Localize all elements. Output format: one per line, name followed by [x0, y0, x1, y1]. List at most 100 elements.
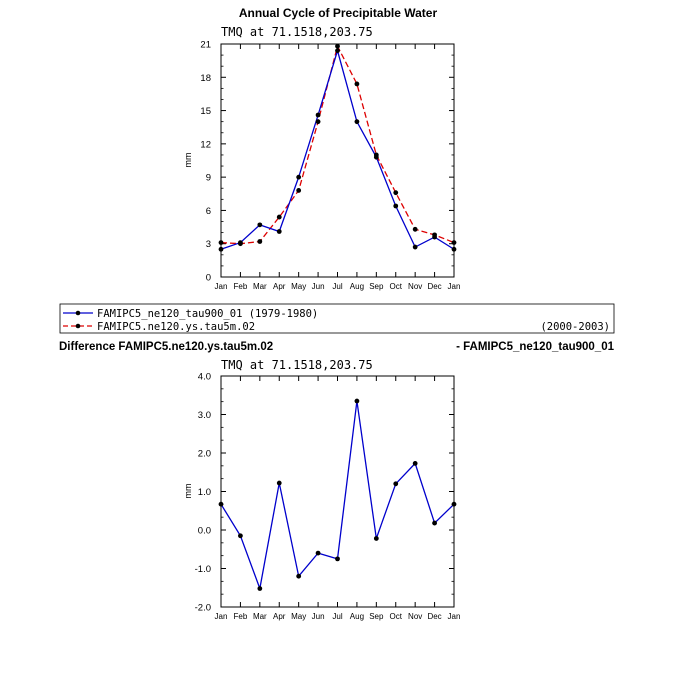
diff-xtick-label: Dec — [427, 612, 441, 621]
top-ytick-label: 3 — [206, 239, 211, 250]
top-xtick-label: Apr — [273, 282, 286, 291]
top-series-1-point — [354, 119, 360, 125]
diff-xtick-label: Mar — [253, 612, 267, 621]
diff-xtick-label: Jan — [448, 612, 461, 621]
difference-chart-plot-frame — [220, 375, 455, 608]
top-series-1-point — [432, 234, 437, 240]
diff-xtick-label: Jun — [312, 612, 325, 621]
diff-series-1-point — [373, 536, 379, 541]
diff-ytick-label: 3.0 — [198, 410, 211, 421]
diff-series-1-point — [296, 573, 302, 579]
top-xtick-label: Oct — [390, 282, 403, 291]
diff-series-1-point — [218, 501, 224, 507]
top-series-1-point — [257, 222, 263, 228]
diff-ytick-label: -2.0 — [195, 603, 211, 614]
top-series-1-point — [335, 48, 340, 54]
top-xtick-label: Aug — [350, 282, 364, 291]
legend-box — [59, 303, 615, 334]
diff-ytick-label: 1.0 — [198, 487, 211, 498]
top-xtick-label: Jul — [332, 282, 342, 291]
top-xtick-label: Sep — [369, 282, 384, 291]
diff-xtick-label: Sep — [369, 612, 384, 621]
top-xtick-label: Jan — [448, 282, 461, 291]
legend-label-2: FAMIPC5.ne120.ys.tau5m.02 — [97, 321, 255, 333]
top-xtick-label: Nov — [408, 282, 422, 291]
diff-xtick-label: May — [291, 612, 306, 621]
diff-series-1-point — [393, 481, 399, 487]
top-ytick-label: 15 — [200, 106, 211, 117]
diff-series-1-point — [335, 556, 340, 562]
top-xtick-label: Jun — [312, 282, 325, 291]
legend-entry-1: FAMIPC5_ne120_tau900_01 (1979-1980) — [63, 308, 318, 320]
diff-ytick-label: 2.0 — [198, 449, 211, 460]
top-ytick-label: 9 — [206, 173, 211, 184]
top-series-2-point — [354, 81, 360, 87]
top-series-line-2 — [220, 44, 455, 245]
legend-entry-2: FAMIPC5.ne120.ys.tau5m.02 (2000-2003) — [63, 321, 610, 333]
diff-xtick-label: Jul — [332, 612, 342, 621]
diff-xtick-label: Jan — [215, 612, 228, 621]
diff-xtick-label: Oct — [390, 612, 403, 621]
top-series-2-point — [276, 214, 282, 220]
legend-years-2: (2000-2003) — [540, 321, 610, 333]
diff-series-1-point — [354, 398, 360, 404]
diff-series-1-point — [257, 586, 263, 591]
top-series-1-point — [276, 229, 282, 234]
top-ytick-label: 0 — [206, 273, 211, 284]
top-series-2-point — [335, 43, 340, 49]
difference-title-left: Difference FAMIPC5.ne120.ys.tau5m.02 — [59, 341, 273, 353]
top-series-1-point — [296, 174, 302, 180]
top-series-1-point — [218, 246, 224, 252]
diff-xtick-label: Apr — [273, 612, 286, 621]
difference-chart: TMQ at 71.1518,203.75 mm Jan Feb Mar Apr May… — [183, 358, 460, 621]
top-series-1-point — [393, 203, 399, 209]
top-series-1-point — [373, 154, 379, 160]
top-series-2-point — [393, 190, 399, 196]
top-ytick-label: 21 — [200, 40, 211, 51]
top-series-2-point — [257, 239, 263, 244]
top-xtick-label: Dec — [427, 282, 441, 291]
top-series-1-point — [238, 240, 243, 246]
legend-label-1: FAMIPC5_ne120_tau900_01 (1979-1980) — [97, 308, 318, 320]
top-series-1-point — [315, 112, 321, 118]
top-series-2-point — [412, 226, 418, 232]
diff-series-1-point — [276, 480, 282, 486]
diff-ytick-label: 0.0 — [198, 526, 211, 537]
top-xtick-label: May — [291, 282, 306, 291]
diff-xtick-label: Aug — [350, 612, 364, 621]
top-series-1-point — [412, 244, 418, 250]
top-chart-plot-frame — [220, 43, 455, 278]
diff-ytick-label: 4.0 — [198, 372, 211, 383]
top-ytick-label: 18 — [200, 73, 211, 84]
page-title: Annual Cycle of Precipitable Water — [239, 6, 438, 20]
difference-chart-subtitle: TMQ at 71.1518,203.75 — [221, 358, 373, 372]
top-chart-subtitle: TMQ at 71.1518,203.75 — [221, 25, 373, 39]
legend-marker-2 — [75, 323, 81, 329]
legend: FAMIPC5_ne120_tau900_01 (1979-1980) FAMI… — [59, 303, 615, 334]
top-xtick-label: Jan — [215, 282, 228, 291]
top-chart: TMQ at 71.1518,203.75 mm Jan Feb Mar Apr May… — [183, 25, 460, 291]
diff-series-1-point — [451, 501, 457, 507]
top-series-2-point — [218, 240, 224, 246]
difference-chart-ylabel: mm — [183, 484, 193, 499]
top-chart-ylabel: mm — [183, 153, 193, 168]
top-series-1-point — [451, 246, 457, 252]
top-series-2-point — [296, 188, 302, 193]
top-ytick-label: 12 — [200, 139, 211, 150]
top-xtick-label: Mar — [253, 282, 267, 291]
diff-series-1-point — [432, 520, 437, 526]
top-ytick-label: 6 — [206, 206, 211, 217]
diff-series-1-point — [238, 533, 243, 539]
diff-series-1-point — [315, 550, 321, 556]
top-series-line-1 — [220, 48, 455, 250]
difference-title-right: - FAMIPC5_ne120_tau900_01 — [456, 341, 614, 353]
legend-marker-1 — [75, 310, 81, 316]
top-series-2-point — [315, 119, 321, 125]
diff-xtick-label: Nov — [408, 612, 422, 621]
diff-ytick-label: -1.0 — [195, 564, 211, 575]
diff-xtick-label: Feb — [234, 612, 248, 621]
top-series-2-point — [451, 240, 457, 246]
diff-series-1-point — [412, 460, 418, 466]
top-xtick-label: Feb — [234, 282, 248, 291]
